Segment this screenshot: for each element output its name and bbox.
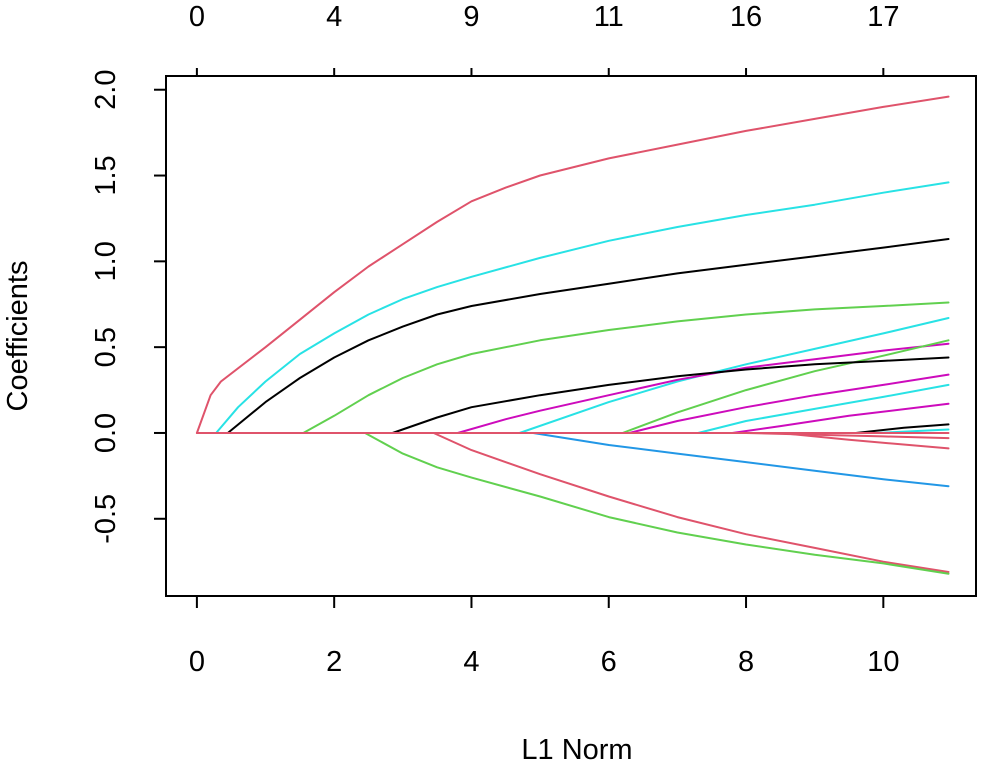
top-tick-label: 16 xyxy=(730,1,762,33)
series-line-5 xyxy=(518,317,950,434)
x-axis-bottom: 0 2 4 6 8 10 xyxy=(189,595,899,678)
series-line-15 xyxy=(779,432,950,450)
top-tick-label: 4 xyxy=(326,1,342,33)
series-line-12 xyxy=(854,423,950,434)
x-tick-label: 8 xyxy=(738,646,754,678)
series-line-3 xyxy=(226,238,950,434)
series-line-7 xyxy=(621,339,950,434)
top-tick-label: 9 xyxy=(463,1,479,33)
series-line-17 xyxy=(432,432,950,573)
x-tick-label: 6 xyxy=(601,646,617,678)
x-tick-label: 0 xyxy=(189,646,205,678)
series-line-9 xyxy=(628,373,950,434)
top-tick-label: 0 xyxy=(189,1,205,33)
series-line-6 xyxy=(456,342,950,434)
series-line-18 xyxy=(364,432,950,575)
x-axis-title: L1 Norm xyxy=(521,734,632,761)
series-line-4 xyxy=(302,301,950,434)
series-line-16 xyxy=(532,432,950,488)
y-tick-label: 0.5 xyxy=(90,327,122,367)
series-line-10 xyxy=(697,383,950,434)
x-tick-label: 10 xyxy=(867,646,899,678)
series-line-2 xyxy=(215,181,950,434)
series-line-1 xyxy=(195,95,950,434)
x-axis-top: 0 4 9 11 16 17 xyxy=(189,1,899,77)
y-tick-label: 1.0 xyxy=(90,241,122,281)
y-axis-left: -0.5 0.0 0.5 1.0 1.5 2.0 xyxy=(90,70,167,544)
x-tick-label: 4 xyxy=(463,646,479,678)
y-tick-label: 0.0 xyxy=(90,413,122,453)
series-line-8 xyxy=(391,356,950,434)
y-axis-title: Coefficients xyxy=(2,261,34,412)
y-tick-label: 1.5 xyxy=(90,155,122,195)
series-line-11 xyxy=(731,402,950,434)
top-tick-label: 17 xyxy=(867,1,899,33)
top-tick-label: 11 xyxy=(594,1,624,33)
x-tick-label: 2 xyxy=(326,646,342,678)
y-tick-label: -0.5 xyxy=(90,494,122,544)
series-layer xyxy=(195,95,950,575)
y-tick-label: 2.0 xyxy=(90,70,122,110)
